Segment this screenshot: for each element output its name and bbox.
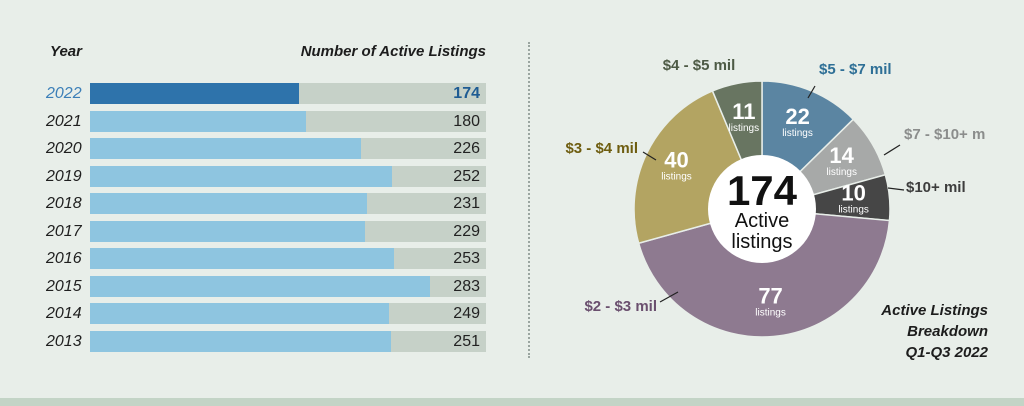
bar-year-label: 2020: [46, 140, 82, 157]
bar-track: 174: [90, 83, 486, 104]
divider: [528, 42, 530, 358]
bar-year-label: 2021: [46, 112, 82, 130]
pie-leader-line: [887, 187, 905, 191]
bar-row: 2021 180: [0, 110, 500, 132]
bar-value-label: 252: [453, 167, 480, 185]
bar: [90, 220, 365, 242]
bar-year-label: 2015: [46, 277, 82, 295]
bar-value-label: 180: [453, 112, 480, 130]
pie-title-line-1: Active Listings: [881, 302, 988, 319]
bar-value-label: 231: [453, 195, 480, 212]
bar-row: 2020 226: [0, 138, 500, 159]
pie-slice: [637, 208, 891, 338]
pie-center-label-1: Active: [735, 210, 789, 232]
bar: [90, 83, 299, 104]
bar: [90, 138, 362, 159]
pie-title-line-2: Breakdown: [907, 323, 988, 340]
bar-row: 2014 249: [0, 303, 500, 324]
pie-leader-line: [807, 85, 816, 99]
pie-leader-line: [642, 151, 657, 161]
pie-slice-category-label: $3 - $4 mil: [565, 140, 638, 157]
bar-row: 2015 283: [0, 275, 500, 297]
pie-center-label-2: listings: [731, 231, 792, 253]
bar-track: 252: [90, 165, 486, 187]
pie-slice-value: 40: [664, 148, 688, 173]
pie-leader-line: [659, 291, 679, 303]
bar-year-label: 2016: [46, 250, 82, 267]
bar-row: 2022 174: [0, 83, 500, 104]
bar-chart-year-header: Year: [50, 43, 82, 60]
pie-slice-category-label: $7 - $10+ m: [904, 126, 985, 143]
bar-row: 2017 229: [0, 220, 500, 242]
bar-track: 231: [90, 193, 486, 214]
bar-value-label: 174: [453, 85, 480, 102]
bar-track: 180: [90, 110, 486, 132]
bar-year-label: 2014: [46, 305, 82, 322]
bar-value-label: 253: [453, 250, 480, 267]
pie-slice-unit: listings: [838, 205, 869, 216]
bar-row: 2019 252: [0, 165, 500, 187]
bar-year-label: 2019: [46, 167, 82, 185]
pie-slice-value: 10: [841, 181, 865, 206]
pie-slice-value: 22: [785, 104, 809, 129]
bar: [90, 248, 394, 269]
pie-slice-value: 11: [732, 99, 755, 124]
bar-track: 226: [90, 138, 486, 159]
bar-track: 283: [90, 275, 486, 297]
pie-slice-category-label: $4 - $5 mil: [663, 57, 736, 74]
bar-value-label: 251: [453, 332, 480, 350]
pie-slice-unit: listings: [782, 128, 813, 139]
bar-track: 251: [90, 330, 486, 352]
bar-row: 2018 231: [0, 193, 500, 214]
pie-slice-unit: listings: [826, 167, 857, 178]
bar-year-label: 2022: [46, 85, 82, 102]
pie-chart-title: Active Listings Breakdown Q1-Q3 2022: [881, 300, 988, 363]
pie-slice-unit: listings: [729, 123, 760, 134]
pie-slice-category-label: $10+ mil: [906, 179, 966, 196]
bar-value-label: 249: [453, 305, 480, 322]
pie-center-hole: [708, 155, 816, 263]
bar-row: 2016 253: [0, 248, 500, 269]
bar-chart-value-header: Number of Active Listings: [300, 43, 486, 60]
bar-track: 229: [90, 220, 486, 242]
bar-value-label: 226: [453, 140, 480, 157]
bar-year-label: 2013: [46, 332, 82, 350]
bar-value-label: 229: [453, 222, 480, 240]
bar: [90, 193, 368, 214]
bar-year-label: 2018: [46, 195, 82, 212]
bar-year-label: 2017: [46, 222, 82, 240]
pie-slice-value: 77: [758, 284, 782, 309]
bar-value-label: 283: [453, 277, 480, 295]
bar: [90, 165, 393, 187]
bar-track: 249: [90, 303, 486, 324]
bar: [90, 275, 430, 297]
pie-title-line-3: Q1-Q3 2022: [905, 344, 988, 361]
pie-center-total: 174: [727, 167, 798, 214]
bar: [90, 110, 306, 132]
bar: [90, 303, 389, 324]
pie-slice-unit: listings: [661, 172, 692, 183]
pie-slice-category-label: $2 - $3 mil: [584, 298, 657, 315]
pie-slice-unit: listings: [755, 308, 786, 319]
bottom-band: [0, 398, 1024, 406]
pie-slice-value: 14: [829, 143, 854, 168]
bar: [90, 330, 392, 352]
bar-row: 2013 251: [0, 330, 500, 352]
bar-track: 253: [90, 248, 486, 269]
pie-leader-line: [883, 144, 901, 156]
pie-slice-category-label: $5 - $7 mil: [819, 61, 892, 78]
